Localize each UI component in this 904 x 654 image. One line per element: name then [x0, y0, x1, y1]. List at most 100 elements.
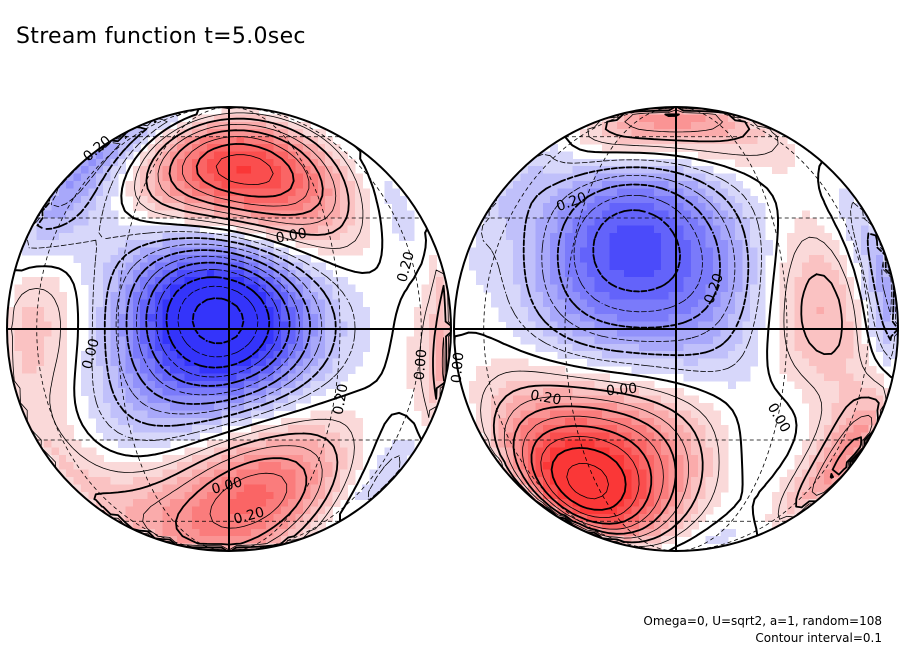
- field-cell: [853, 210, 862, 219]
- field-cell: [498, 299, 507, 308]
- field-cell: [824, 247, 832, 256]
- field-cell: [831, 454, 840, 463]
- field-cell: [44, 358, 52, 367]
- field-cell: [653, 269, 662, 278]
- field-cell: [816, 277, 825, 286]
- field-cell: [616, 262, 625, 271]
- field-cell: [140, 499, 149, 508]
- field-cell: [192, 336, 200, 345]
- field-cell: [550, 491, 559, 500]
- field-cell: [317, 299, 326, 308]
- field-cell: [103, 491, 112, 500]
- field-cell: [742, 366, 751, 374]
- field-cell: [513, 277, 522, 286]
- field-cell: [713, 225, 721, 234]
- field-cell: [243, 469, 252, 478]
- field-cell: [683, 425, 692, 434]
- field-cell: [816, 269, 825, 278]
- field-cell: [140, 195, 149, 204]
- field-cell: [565, 262, 573, 271]
- field-cell: [661, 218, 670, 226]
- field-cell: [750, 210, 758, 219]
- field-cell: [624, 477, 633, 485]
- field-cell: [794, 321, 803, 330]
- field-cell: [550, 277, 559, 286]
- field-cell: [140, 366, 149, 374]
- field-cell: [214, 395, 223, 404]
- field-cell: [513, 358, 522, 367]
- field-cell: [310, 144, 319, 152]
- field-cell: [177, 462, 186, 471]
- field-cell: [354, 336, 363, 345]
- field-cell: [565, 195, 573, 204]
- field-cell: [661, 203, 670, 212]
- field-cell: [572, 306, 581, 315]
- field-cell: [713, 255, 721, 263]
- field-cell: [273, 203, 282, 212]
- field-cell: [391, 203, 400, 212]
- field-cell: [347, 343, 356, 352]
- field-cell: [713, 277, 721, 286]
- field-cell: [853, 432, 862, 441]
- field-cell: [750, 292, 758, 300]
- field-cell: [295, 388, 304, 397]
- field-cell: [661, 144, 670, 152]
- field-cell: [303, 136, 311, 145]
- field-cell: [177, 181, 186, 189]
- field-cell: [491, 380, 499, 389]
- field-cell: [705, 121, 714, 130]
- field-cell: [51, 432, 60, 441]
- field-cell: [624, 417, 633, 426]
- contour-line: [136, 255, 300, 396]
- field-cell: [505, 314, 514, 323]
- field-cell: [639, 536, 647, 545]
- field-cell: [354, 343, 363, 352]
- field-cell: [594, 210, 603, 219]
- field-cell: [787, 306, 795, 315]
- field-cell: [794, 232, 803, 241]
- field-cell: [720, 528, 729, 537]
- field-cell: [58, 469, 67, 478]
- field-cell: [162, 351, 171, 360]
- field-cell: [609, 477, 618, 485]
- field-cell: [646, 351, 655, 360]
- field-cell: [184, 432, 193, 441]
- field-cell: [528, 292, 536, 300]
- field-cell: [727, 121, 736, 130]
- field-cell: [192, 477, 200, 485]
- axes: [454, 107, 898, 551]
- field-cell: [206, 114, 215, 123]
- field-cell: [602, 188, 610, 197]
- field-cell: [44, 447, 52, 456]
- field-cell: [542, 373, 551, 382]
- field-cell: [51, 195, 60, 204]
- field-cell: [88, 210, 97, 219]
- field-cell: [868, 299, 877, 308]
- field-cell: [155, 343, 163, 352]
- field-cell: [557, 491, 566, 500]
- field-cell: [528, 306, 536, 315]
- field-cell: [251, 351, 260, 360]
- field-cell: [125, 299, 134, 308]
- field-cell: [468, 262, 477, 271]
- field-cell: [354, 195, 363, 204]
- field-cell: [66, 247, 75, 256]
- field-cell: [206, 514, 215, 522]
- field-cell: [103, 240, 112, 249]
- field-cell: [243, 432, 252, 441]
- field-cell: [140, 469, 149, 478]
- field-cell: [720, 247, 729, 256]
- field-cell: [184, 173, 193, 182]
- field-cell: [794, 269, 803, 278]
- field-cell: [214, 314, 223, 323]
- field-cell: [428, 388, 437, 397]
- field-cell: [594, 329, 603, 337]
- field-cell: [354, 203, 363, 212]
- field-cell: [653, 484, 662, 493]
- field-cell: [325, 314, 334, 323]
- field-cell: [624, 506, 633, 515]
- field-cell: [750, 299, 758, 308]
- field-cell: [66, 425, 75, 434]
- field-cell: [436, 373, 445, 382]
- field-cell: [550, 255, 559, 263]
